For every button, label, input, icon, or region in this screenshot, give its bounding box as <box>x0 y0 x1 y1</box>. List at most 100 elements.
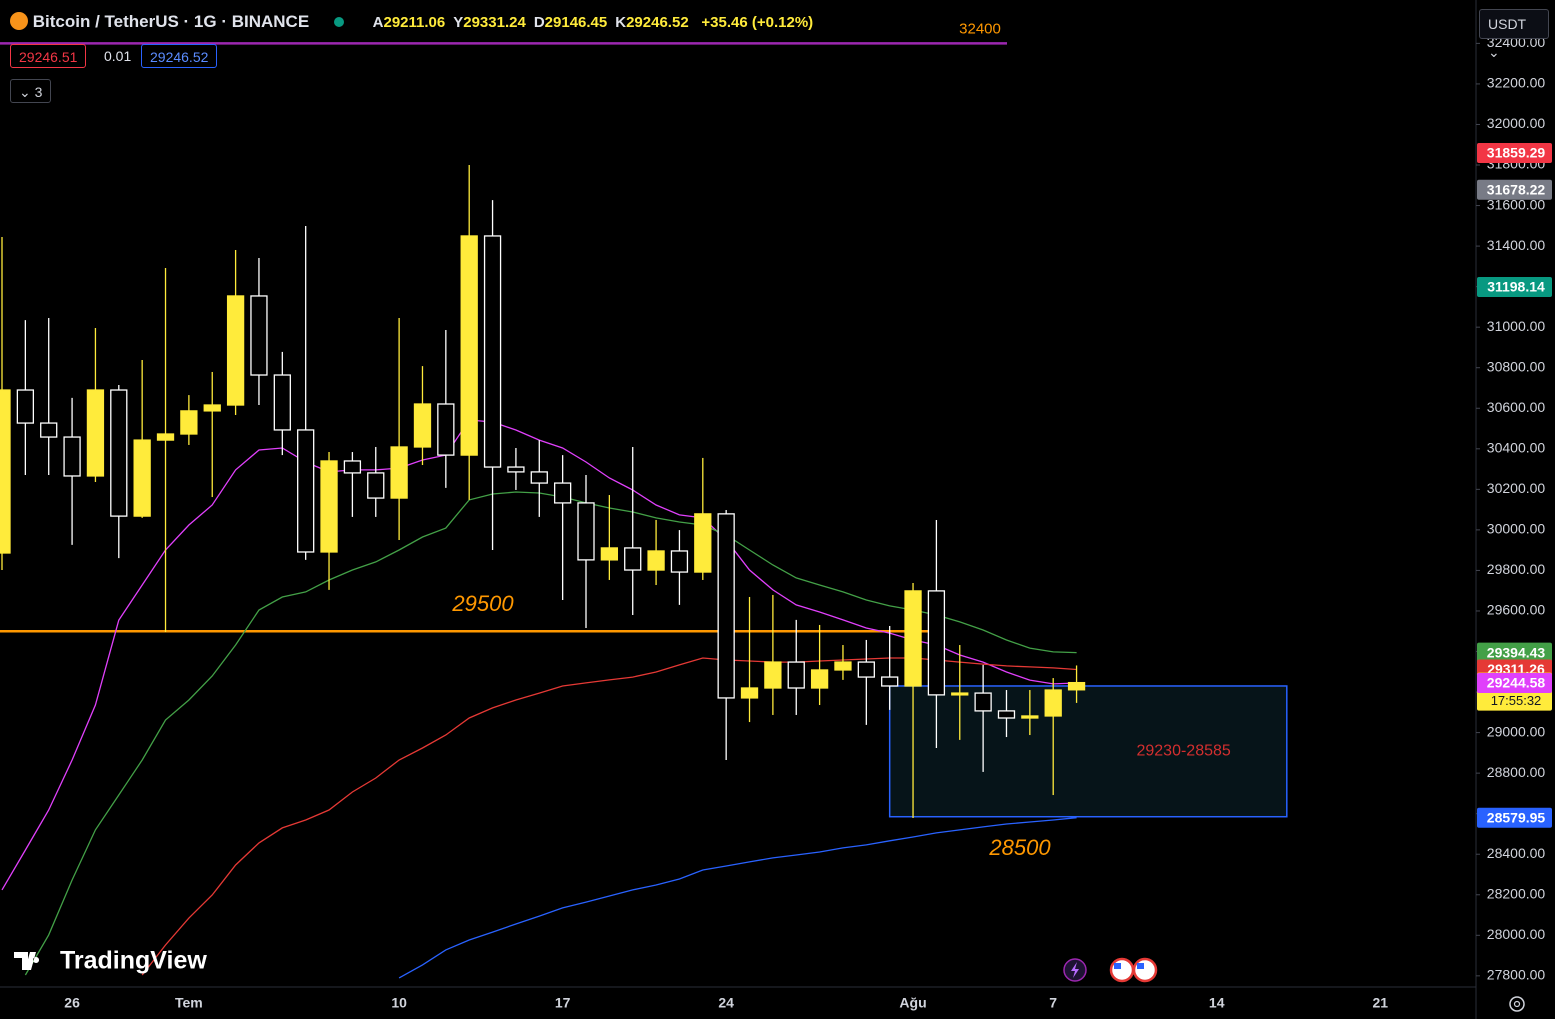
y-tick-label: 27800.00 <box>1487 967 1546 983</box>
series-price-label <box>1477 807 1552 828</box>
candle-body <box>997 710 1016 719</box>
ohlc-key: A <box>372 14 384 31</box>
status-dot <box>333 17 344 27</box>
candle-body <box>413 403 432 448</box>
candle-body <box>530 471 548 484</box>
series-price-label-text: 29244.58 <box>1487 675 1546 691</box>
candle-body <box>180 410 198 435</box>
moving-average-line <box>398 817 1077 979</box>
x-tick-label: 17 <box>555 995 571 1011</box>
x-tick-label: Ağu <box>899 995 926 1011</box>
x-tick-label: 26 <box>64 995 80 1011</box>
candle-body <box>600 547 619 561</box>
currency-button[interactable]: USDT ⌄ <box>1479 9 1549 60</box>
candle-body <box>0 389 11 554</box>
candle-body <box>226 295 245 406</box>
candle-body <box>390 446 408 499</box>
candle-body <box>63 436 81 477</box>
indicator-count: 3 <box>34 84 43 100</box>
series-price-label-text: 29394.43 <box>1487 644 1546 660</box>
y-tick-label: 28200.00 <box>1487 885 1546 901</box>
candle-body <box>881 676 899 687</box>
chevron: ⌄ <box>19 84 35 100</box>
candle-body <box>1021 715 1039 719</box>
candle-body <box>110 389 128 517</box>
candle-body <box>857 661 875 678</box>
y-tick-label: 30600.00 <box>1487 399 1546 415</box>
candle-body <box>577 502 595 561</box>
candle-body <box>16 389 35 424</box>
price-label-text: 31859.29 <box>1487 145 1546 161</box>
y-tick-label: 32000.00 <box>1487 115 1546 131</box>
candle-body <box>133 439 151 517</box>
y-tick-label: 31400.00 <box>1487 237 1546 253</box>
candle-body <box>1067 681 1086 691</box>
ohlc-value: 29211.06 <box>383 14 446 31</box>
x-tick-label: 24 <box>718 995 734 1011</box>
candle-body <box>647 550 665 571</box>
series-price-label-text: 28579.95 <box>1487 809 1546 825</box>
dropdown-caret: ⌄ <box>1488 44 1500 60</box>
x-tick-label: Tem <box>175 995 203 1011</box>
logo-text: TradingView <box>60 947 207 975</box>
candle-body <box>367 472 385 499</box>
candle-body <box>460 235 478 456</box>
annotation: 28500 <box>988 835 1051 860</box>
settings-icon[interactable] <box>1509 996 1525 1012</box>
candle-body <box>740 687 759 699</box>
price-label <box>1477 277 1552 298</box>
series-price-label <box>1477 642 1552 663</box>
y-tick-label: 28400.00 <box>1487 845 1546 861</box>
series-price-label <box>1477 673 1552 694</box>
buy-button[interactable]: 29246.52 <box>141 44 218 68</box>
symbol[interactable]: Bitcoin / TetherUS · 1G · BINANCE <box>32 12 310 31</box>
candle-body <box>927 590 946 696</box>
candle-body <box>297 429 315 553</box>
y-tick-label: 28000.00 <box>1487 926 1546 942</box>
candle-body <box>437 403 455 456</box>
candle-body <box>320 460 338 553</box>
settings-icon-center <box>1513 1000 1521 1008</box>
flag-canton <box>1114 963 1121 969</box>
moving-average-line <box>24 491 1077 976</box>
spread: 0.01 <box>104 48 132 64</box>
candle-body <box>273 374 291 431</box>
ohlc-value: 29331.24 <box>463 14 526 31</box>
candle-body <box>951 692 969 696</box>
price-label <box>1477 142 1552 163</box>
ohlc-key: Y <box>453 14 464 31</box>
candle-body <box>203 404 221 412</box>
zone-box <box>888 685 1288 818</box>
candle-body <box>764 661 782 689</box>
symbol-row: Bitcoin / TetherUS · 1G · BINANCE A29211… <box>10 12 813 32</box>
flag-icon[interactable] <box>1132 957 1158 983</box>
flag-icon[interactable] <box>1109 957 1135 983</box>
indicators-toggle[interactable]: ⌄ 3 <box>10 79 52 103</box>
plot-area: 29230-28585 29500 32400 28500 <box>0 20 1288 979</box>
y-tick-label: 29600.00 <box>1487 602 1546 618</box>
candle-body <box>694 513 712 573</box>
sell-button[interactable]: 29246.51 <box>10 44 87 68</box>
x-tick-label: 7 <box>1049 995 1057 1011</box>
candle-body <box>904 590 922 687</box>
candle-body <box>40 422 58 438</box>
lightning <box>1071 962 1079 978</box>
candle-body <box>250 295 268 376</box>
candle-body <box>483 235 502 468</box>
x-tick-label: 14 <box>1209 995 1225 1011</box>
currency: USDT <box>1488 16 1526 32</box>
candle-body <box>624 547 642 571</box>
price-axis-bg <box>1476 0 1555 1019</box>
y-tick-label: 32200.00 <box>1487 75 1546 91</box>
candle-body <box>670 550 689 573</box>
flag-canton <box>1137 963 1144 969</box>
horizontal-line-label: 32400 <box>959 20 1001 37</box>
price-label <box>1477 179 1552 200</box>
ohlc-value: 29246.52 <box>626 14 689 31</box>
candle-body <box>787 661 805 689</box>
candle-body <box>507 466 525 473</box>
y-tick-label: 31600.00 <box>1487 196 1546 212</box>
y-tick-label: 30800.00 <box>1487 358 1546 374</box>
